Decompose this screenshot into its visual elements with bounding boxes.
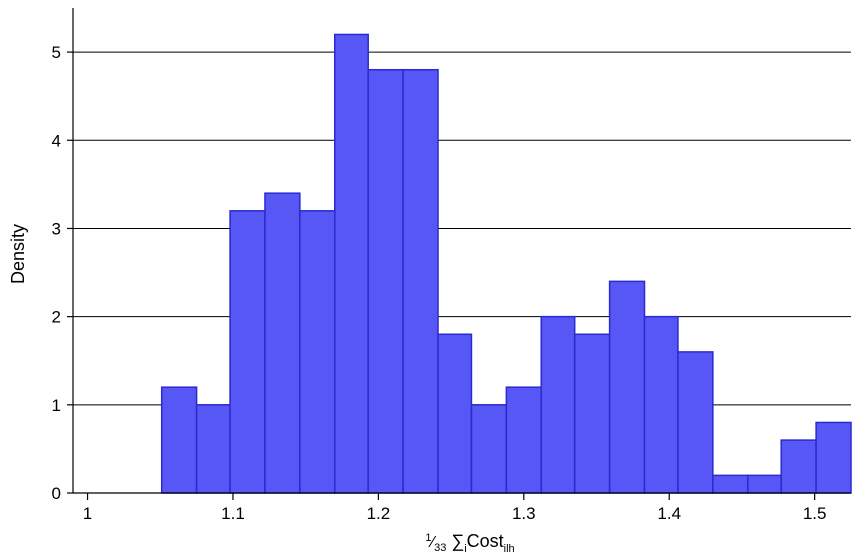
histogram-bar-20	[815, 421, 852, 494]
histogram-bar-14	[608, 280, 646, 494]
histogram-bar-10	[470, 404, 508, 494]
x-axis-title-main-sub: ilh	[504, 543, 515, 554]
axes	[72, 8, 851, 494]
histogram-bar-5	[299, 210, 336, 494]
x-tick-label-1: 1	[83, 504, 92, 523]
y-axis-title: Density	[8, 224, 28, 284]
histogram-bar-18	[747, 474, 782, 494]
y-tick-label-1: 1	[52, 396, 61, 415]
y-tick-label-2: 2	[52, 308, 61, 327]
y-tick-label-0: 0	[52, 484, 61, 503]
x-axis-title-fraction-num: 1	[425, 532, 431, 544]
x-tick-label-1.2: 1.2	[367, 504, 391, 523]
x-axis-title-sigma-sub: i	[464, 543, 466, 554]
histogram-bar-16	[677, 351, 714, 494]
x-tick-label-1.3: 1.3	[512, 504, 536, 523]
histogram-bar-13	[573, 333, 611, 494]
y-tick-label-4: 4	[52, 131, 61, 150]
histogram-bar-7	[367, 68, 404, 494]
histogram-bar-12	[540, 315, 576, 494]
histogram-bar-4	[264, 192, 301, 494]
histogram-bars	[160, 33, 852, 494]
y-tick-label-5: 5	[52, 43, 61, 62]
histogram-bar-6	[334, 33, 369, 494]
histogram-bar-8	[402, 68, 439, 494]
x-axis-title-fraction-slash: ⁄	[427, 534, 436, 551]
x-tick-label-1.5: 1.5	[803, 504, 827, 523]
histogram-bar-15	[643, 315, 679, 494]
histogram-bar-1	[160, 386, 198, 494]
grid-lines	[73, 51, 851, 406]
x-axis-title: 1⁄33 ∑iCostilh	[425, 531, 514, 554]
histogram-bar-19	[780, 439, 817, 494]
x-axis-ticks: 1 1.1 1.2 1.3 1.4 1.5	[83, 493, 827, 523]
histogram-bar-11	[505, 386, 543, 494]
y-axis-ticks: 0 1 2 3 4 5	[52, 43, 73, 503]
x-tick-label-1.1: 1.1	[221, 504, 245, 523]
histogram-bar-2	[195, 404, 231, 494]
x-axis-title-main: Cost	[467, 531, 504, 551]
x-tick-label-1.4: 1.4	[657, 504, 681, 523]
x-axis-title-fraction-den: 33	[434, 542, 446, 554]
y-tick-label-3: 3	[52, 219, 61, 238]
x-axis-title-sigma: ∑	[451, 531, 464, 551]
histogram-bar-17	[712, 474, 749, 494]
histogram-bar-9	[437, 333, 473, 494]
histogram-bar-3	[229, 210, 266, 494]
